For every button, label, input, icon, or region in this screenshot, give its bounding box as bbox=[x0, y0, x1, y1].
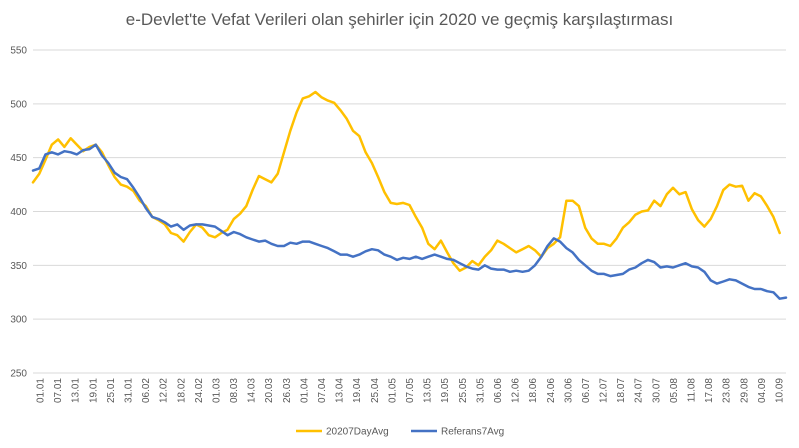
y-axis: 250 300 350 400 450 500 550 bbox=[10, 46, 27, 380]
x-tick-label: 07.05 bbox=[405, 378, 416, 403]
x-tick-label: 06.07 bbox=[581, 378, 592, 403]
y-tick-label: 350 bbox=[10, 261, 27, 272]
x-tick-label: 06.06 bbox=[493, 378, 504, 403]
x-tick-label: 11.08 bbox=[687, 378, 698, 403]
y-tick-label: 550 bbox=[10, 46, 27, 57]
gridlines bbox=[33, 49, 786, 374]
x-tick-label: 06.02 bbox=[141, 378, 152, 403]
x-tick-label: 19.05 bbox=[440, 378, 451, 403]
x-tick-label: 23.08 bbox=[722, 378, 733, 403]
x-tick-label: 25.04 bbox=[370, 378, 381, 403]
x-tick-label: 20.03 bbox=[264, 378, 275, 403]
x-tick-label: 18.06 bbox=[528, 378, 539, 403]
x-tick-label: 30.06 bbox=[563, 378, 574, 403]
x-tick-label: 07.01 bbox=[53, 378, 64, 403]
y-tick-label: 300 bbox=[10, 315, 27, 326]
x-tick-label: 19.01 bbox=[88, 378, 99, 403]
x-tick-label: 25.01 bbox=[106, 378, 117, 403]
x-tick-label: 18.02 bbox=[176, 378, 187, 403]
x-tick-label: 14.03 bbox=[247, 378, 258, 403]
x-tick-label: 19.04 bbox=[352, 378, 363, 403]
x-tick-label: 13.01 bbox=[71, 378, 82, 403]
x-tick-label: 12.07 bbox=[599, 378, 610, 403]
x-tick-label: 31.05 bbox=[475, 378, 486, 403]
x-tick-label: 26.03 bbox=[282, 378, 293, 403]
legend-label: 20207DayAvg bbox=[326, 427, 389, 438]
x-tick-label: 24.06 bbox=[546, 378, 557, 403]
x-tick-label: 10.09 bbox=[775, 378, 786, 403]
x-tick-label: 05.08 bbox=[669, 378, 680, 403]
x-axis: 01.01 07.01 13.01 19.01 25.01 31.01 06.02 12.02… bbox=[36, 378, 786, 403]
x-tick-label: 04.09 bbox=[757, 378, 768, 403]
chart-title: e-Devlet'te Vefat Verileri olan şehirler… bbox=[126, 10, 673, 29]
y-tick-label: 250 bbox=[10, 369, 27, 380]
x-tick-label: 18.07 bbox=[616, 378, 627, 403]
x-tick-label: 31.01 bbox=[124, 378, 135, 403]
x-tick-label: 01.04 bbox=[299, 378, 310, 403]
x-tick-label: 01.03 bbox=[212, 378, 223, 403]
x-tick-label: 13.05 bbox=[423, 378, 434, 403]
legend: 20207DayAvg Referans7Avg bbox=[296, 427, 504, 438]
y-tick-label: 450 bbox=[10, 153, 27, 164]
x-tick-label: 17.08 bbox=[704, 378, 715, 403]
x-tick-label: 25.05 bbox=[458, 378, 469, 403]
x-tick-label: 12.02 bbox=[159, 378, 170, 403]
x-tick-label: 29.08 bbox=[739, 378, 750, 403]
legend-label: Referans7Avg bbox=[441, 427, 504, 438]
x-tick-label: 24.07 bbox=[634, 378, 645, 403]
series-lines bbox=[31, 90, 788, 300]
x-tick-label: 01.05 bbox=[387, 378, 398, 403]
x-tick-label: 07.04 bbox=[317, 378, 328, 403]
y-tick-label: 400 bbox=[10, 207, 27, 218]
x-tick-label: 01.01 bbox=[36, 378, 47, 403]
x-tick-label: 08.03 bbox=[229, 378, 240, 403]
x-tick-label: 24.02 bbox=[194, 378, 205, 403]
x-tick-label: 12.06 bbox=[511, 378, 522, 403]
y-tick-label: 500 bbox=[10, 99, 27, 110]
series-line-reference bbox=[31, 143, 788, 300]
x-tick-label: 13.04 bbox=[335, 378, 346, 403]
x-tick-label: 30.07 bbox=[651, 378, 662, 403]
